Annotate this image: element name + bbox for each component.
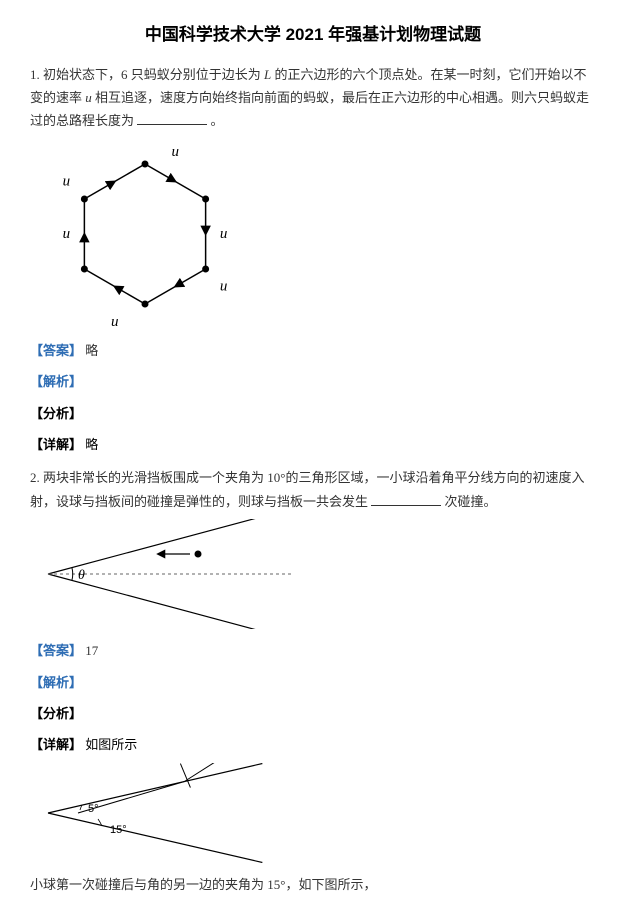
q2-ans-row: 【答案】 17: [30, 639, 596, 662]
q2-xiangjie-label: 【详解】: [30, 737, 82, 752]
q2-jiexi-label: 【解析】: [30, 675, 82, 690]
q2-xiangjie: 如图所示: [85, 737, 137, 752]
q1-ans-row: 【答案】 略: [30, 339, 596, 362]
q2-figure-1: θ: [40, 519, 596, 629]
q2-b: 次碰撞。: [445, 494, 497, 509]
q2-fenxi-row: 【分析】: [30, 702, 596, 725]
q1-xiangjie-row: 【详解】 略: [30, 433, 596, 456]
q2-xiangjie-row: 【详解】 如图所示: [30, 733, 596, 756]
q1-figure: u u u u u u: [40, 139, 596, 329]
svg-text:u: u: [172, 144, 180, 160]
svg-text:u: u: [220, 278, 228, 294]
q2-footer: 小球第一次碰撞后与角的另一边的夹角为 15°，如下图所示，: [30, 873, 596, 896]
q2-fenxi-label: 【分析】: [30, 706, 82, 721]
q2-figure-2: 5° 15°: [40, 763, 596, 863]
q1-xiangjie: 略: [85, 437, 98, 452]
q1-num: 1.: [30, 67, 40, 82]
q2-jiexi-row: 【解析】: [30, 671, 596, 694]
page-title: 中国科学技术大学 2021 年强基计划物理试题: [30, 20, 596, 51]
svg-text:θ: θ: [78, 568, 85, 583]
q2-ans: 17: [85, 643, 98, 658]
q1-blank: [137, 111, 207, 125]
svg-text:u: u: [63, 226, 70, 242]
q2-ans-label: 【答案】: [30, 643, 82, 658]
svg-text:u: u: [63, 173, 70, 189]
svg-text:u: u: [220, 226, 228, 242]
svg-text:u: u: [111, 314, 119, 329]
q1-ans-label: 【答案】: [30, 343, 82, 358]
q1-c: 相互追逐，速度方向始终指向前面的蚂蚁，最后在正六边形的中心相遇。则六只蚂蚁走过的…: [30, 90, 589, 128]
q1-u: u: [85, 90, 92, 105]
svg-text:15°: 15°: [110, 824, 127, 836]
q2-num: 2.: [30, 470, 40, 485]
svg-text:5°: 5°: [88, 803, 99, 815]
q1-fenxi-label: 【分析】: [30, 406, 82, 421]
q2-a: 两块非常长的光滑挡板围成一个夹角为 10°的三角形区域，一小球沿着角平分线方向的…: [30, 470, 584, 508]
q2-blank: [371, 492, 441, 506]
q1-text: 1. 初始状态下，6 只蚂蚁分别位于边长为 L 的正六边形的六个顶点处。在某一时…: [30, 63, 596, 133]
q1-a: 初始状态下，6 只蚂蚁分别位于边长为: [43, 67, 261, 82]
q1-ans: 略: [85, 343, 98, 358]
q1-jiexi-row: 【解析】: [30, 370, 596, 393]
q2-text: 2. 两块非常长的光滑挡板围成一个夹角为 10°的三角形区域，一小球沿着角平分线…: [30, 466, 596, 513]
q1-d: 。: [211, 113, 224, 128]
q1-fenxi-row: 【分析】: [30, 402, 596, 425]
q1-L: L: [264, 67, 271, 82]
q1-jiexi-label: 【解析】: [30, 374, 82, 389]
q1-xiangjie-label: 【详解】: [30, 437, 82, 452]
